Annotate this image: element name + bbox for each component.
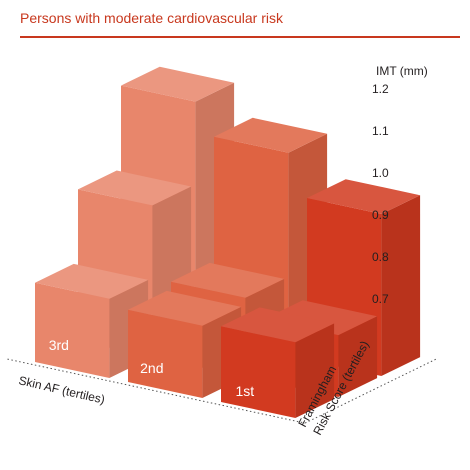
bar-front-face: [35, 282, 110, 378]
bar-side-face: [295, 323, 335, 418]
bar-top-face: [35, 263, 149, 299]
bar-top-face: [214, 117, 328, 153]
title-rule: [20, 36, 460, 38]
z-axis: IMT (mm) 0.7 0.8 0.9 1.0 1.1 1.2: [372, 64, 428, 306]
bar-top-face: [121, 66, 235, 102]
floor-edge-front: [7, 358, 306, 424]
page-title: Persons with moderate cardiovascular ris…: [20, 10, 283, 26]
z-tick-label: 1.0: [372, 166, 389, 180]
skin-af-category-3rd: 3rd: [49, 337, 69, 353]
floor-outline: [7, 358, 437, 424]
skin-af-category-2nd: 2nd: [140, 360, 163, 376]
z-tick-label: 1.1: [372, 124, 389, 138]
bar-front-face: [221, 326, 296, 418]
z-axis-label: IMT (mm): [376, 64, 428, 78]
bar-top-face: [307, 179, 421, 214]
floor-edge-right: [304, 358, 437, 424]
bar-side-face: [381, 195, 421, 376]
z-tick-label: 0.8: [372, 250, 389, 264]
x-axis-label: Skin AF (tertiles): [17, 373, 106, 406]
bar-top-face: [264, 300, 378, 336]
bars-group: [35, 66, 421, 418]
bar-top-face: [221, 307, 335, 343]
skin-af-category-1st: 1st: [235, 383, 254, 399]
z-tick-label: 0.7: [372, 292, 389, 306]
z-tick-label: 1.2: [372, 82, 389, 96]
bar-skinaf-1st-frs-1st: [221, 307, 335, 418]
bar-front-face: [128, 309, 203, 398]
bar-top-face: [78, 170, 192, 206]
bar-top-face: [171, 262, 285, 298]
bar-side-face: [338, 316, 378, 397]
z-tick-label: 0.9: [372, 208, 389, 222]
bar-top-face: [128, 290, 242, 326]
